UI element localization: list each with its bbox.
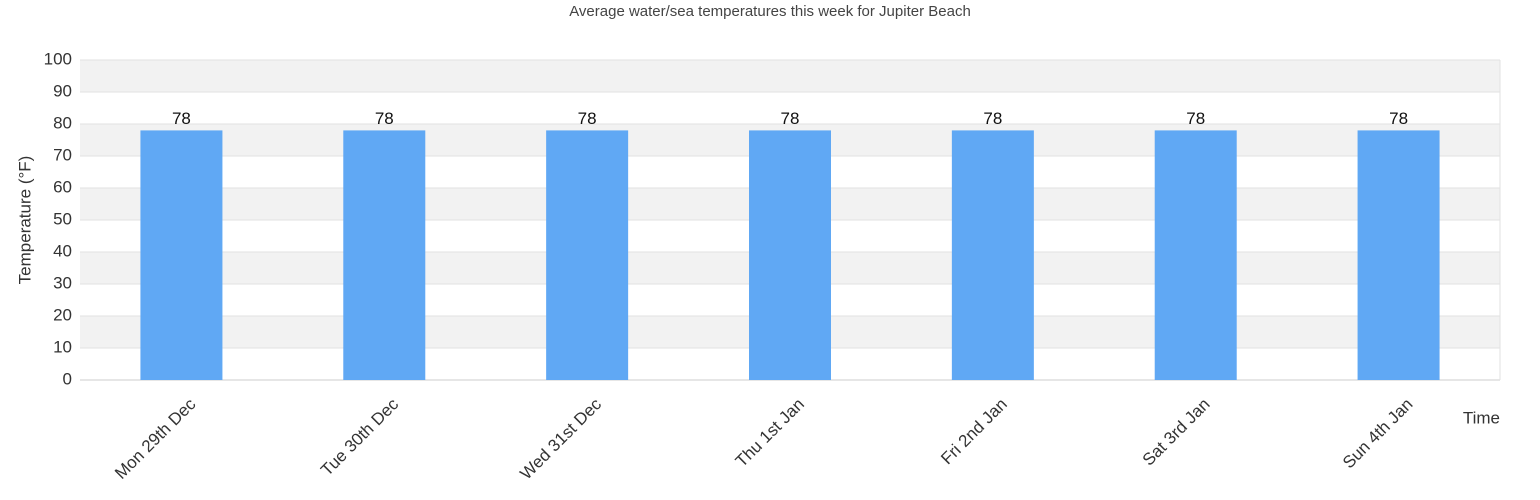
data-label: 78 — [1186, 109, 1205, 128]
grid-band — [80, 60, 1500, 92]
data-label: 78 — [578, 109, 597, 128]
y-tick-label: 30 — [53, 273, 72, 292]
data-label: 78 — [375, 109, 394, 128]
bar — [1154, 130, 1237, 380]
x-axis-label: Time — [1463, 408, 1500, 427]
bar — [1357, 130, 1440, 380]
x-tick-label: Sun 4th Jan — [1339, 395, 1417, 473]
y-tick-label: 50 — [53, 209, 72, 228]
y-tick-label: 100 — [44, 49, 72, 68]
x-tick-label: Sat 3rd Jan — [1139, 395, 1214, 470]
bar — [343, 130, 426, 380]
y-tick-label: 0 — [63, 369, 72, 388]
bar — [140, 130, 223, 380]
y-tick-label: 40 — [53, 241, 72, 260]
chart-title: Average water/sea temperatures this week… — [569, 3, 971, 20]
y-axis-label: Temperature (°F) — [15, 156, 34, 285]
bar — [749, 130, 831, 380]
data-label: 78 — [1389, 109, 1408, 128]
x-tick-label: Fri 2nd Jan — [937, 395, 1011, 469]
y-tick-label: 60 — [53, 177, 72, 196]
y-tick-label: 10 — [53, 337, 72, 356]
x-tick-label: Mon 29th Dec — [111, 394, 200, 483]
data-label: 78 — [172, 109, 191, 128]
x-tick-label: Tue 30th Dec — [317, 394, 403, 480]
y-tick-label: 90 — [53, 81, 72, 100]
y-tick-label: 80 — [53, 113, 72, 132]
data-label: 78 — [983, 109, 1002, 128]
x-tick-label: Wed 31st Dec — [516, 394, 605, 483]
y-tick-label: 70 — [53, 145, 72, 164]
data-label: 78 — [781, 109, 800, 128]
x-tick-label: Thu 1st Jan — [732, 395, 808, 471]
bar — [951, 130, 1034, 380]
y-tick-label: 20 — [53, 305, 72, 324]
bar — [546, 130, 629, 380]
